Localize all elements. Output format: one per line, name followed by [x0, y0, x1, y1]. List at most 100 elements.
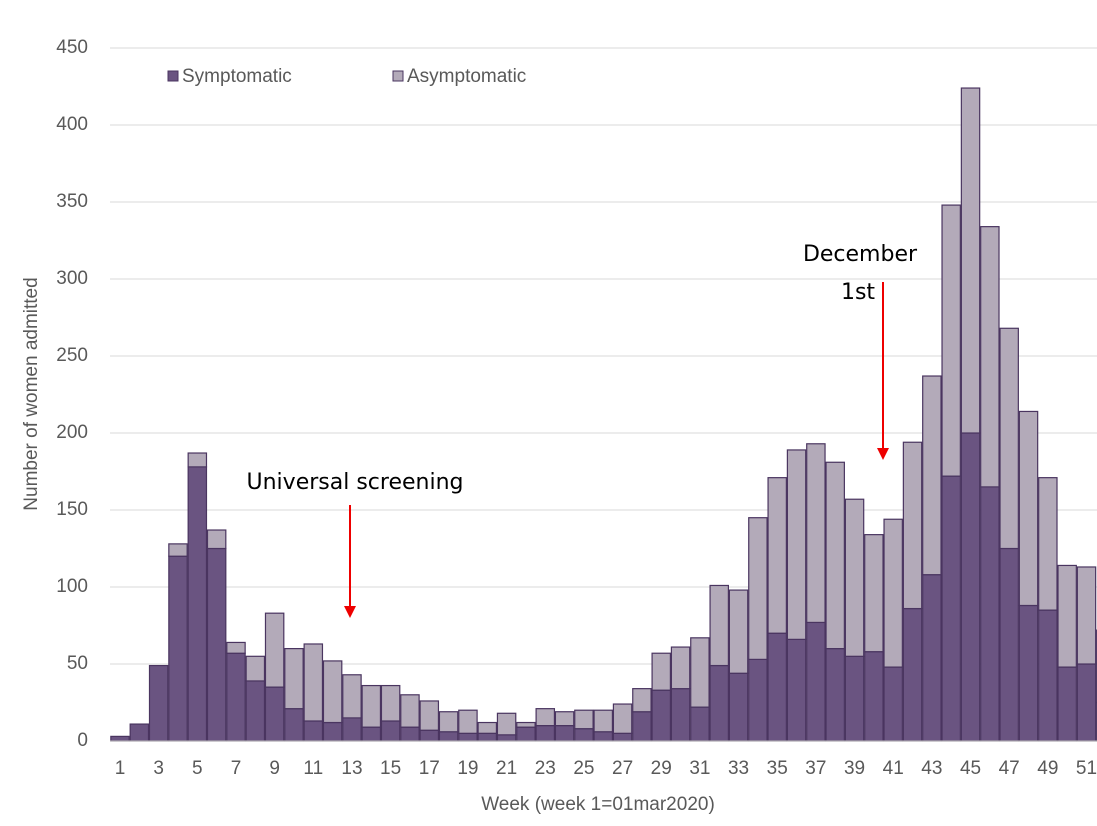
- bar-segment: [961, 88, 979, 433]
- bar-segment: [459, 710, 477, 733]
- x-tick-label: 23: [535, 758, 556, 779]
- bar-segment: [555, 726, 573, 741]
- bar-segment: [903, 609, 921, 741]
- x-tick-label: 21: [496, 758, 517, 779]
- bar-segment: [923, 376, 941, 575]
- bar-segment: [1058, 565, 1076, 667]
- bar-segment: [227, 653, 245, 741]
- bar-segment: [787, 450, 805, 639]
- x-tick-label: 9: [269, 758, 280, 779]
- bar-segment: [497, 713, 515, 735]
- bar-segment: [304, 721, 322, 741]
- bar-segment: [749, 659, 767, 741]
- y-tick-label: 50: [67, 653, 88, 674]
- bar-segment: [459, 733, 477, 741]
- x-axis-label: Week (week 1=01mar2020): [481, 794, 715, 815]
- bar-segment: [1000, 549, 1018, 742]
- x-tick-label: 27: [612, 758, 633, 779]
- bar-segment: [1058, 667, 1076, 741]
- bar-segment: [942, 476, 960, 741]
- bar-segment: [381, 721, 399, 741]
- bar-segment: [594, 732, 612, 741]
- annotation: 1st: [841, 280, 875, 305]
- bar-segment: [923, 575, 941, 741]
- legend-label: Symptomatic: [182, 66, 292, 87]
- bar-segment: [575, 729, 593, 741]
- x-tick-label: 19: [457, 758, 478, 779]
- arrow-head: [877, 448, 889, 460]
- x-tick-label: 45: [960, 758, 981, 779]
- x-tick-label: 47: [999, 758, 1020, 779]
- bar-segment: [575, 710, 593, 728]
- bar-segment: [497, 735, 515, 741]
- bar-segment: [207, 530, 225, 548]
- bar-segment: [188, 453, 206, 467]
- bar-segment: [401, 695, 419, 727]
- bar-segment: [845, 499, 863, 656]
- y-tick-label: 0: [77, 730, 88, 751]
- bar-segment: [420, 730, 438, 741]
- legend-label: Asymptomatic: [407, 66, 526, 87]
- y-tick-label: 450: [56, 37, 88, 58]
- bar-segment: [111, 736, 129, 741]
- bar-segment: [865, 535, 883, 652]
- bar-segment: [787, 639, 805, 741]
- y-tick-label: 250: [56, 345, 88, 366]
- x-tick-label: 7: [231, 758, 242, 779]
- bar-segment: [652, 690, 670, 741]
- bar-segment: [691, 707, 709, 741]
- bar-segment: [207, 549, 225, 742]
- bar-segment: [1019, 605, 1037, 741]
- bar-segment: [381, 686, 399, 721]
- bar-segment: [1077, 664, 1095, 741]
- bar-segment: [652, 653, 670, 690]
- bar-segment: [594, 710, 612, 732]
- arrow-head: [344, 606, 356, 618]
- bar-segment: [613, 733, 631, 741]
- bar-segment: [555, 712, 573, 726]
- x-tick-label: 13: [341, 758, 362, 779]
- x-tick-label: 41: [883, 758, 904, 779]
- bar-segment: [420, 701, 438, 730]
- bar-segment: [536, 709, 554, 726]
- bar-segment: [749, 518, 767, 660]
- bar-segment: [246, 681, 264, 741]
- bar-segment: [285, 649, 303, 709]
- bar-segment: [169, 544, 187, 556]
- bar-segment: [884, 519, 902, 667]
- x-tick-label: 1: [115, 758, 126, 779]
- bar-segment: [633, 712, 651, 741]
- bar-segment: [517, 723, 535, 728]
- annotation: Universal screening: [247, 470, 464, 495]
- x-tick-label: 49: [1037, 758, 1058, 779]
- bar-segment: [304, 644, 322, 721]
- bar-segment: [343, 675, 361, 718]
- x-tick-label: 15: [380, 758, 401, 779]
- x-tick-label: 17: [419, 758, 440, 779]
- bar-segment: [807, 622, 825, 741]
- legend-swatch: [393, 71, 403, 81]
- bar-segment: [826, 649, 844, 741]
- x-tick-label: 37: [805, 758, 826, 779]
- x-tick-label: 33: [728, 758, 749, 779]
- x-tick-label: 31: [689, 758, 710, 779]
- bar-segment: [613, 704, 631, 733]
- x-tick-label: 25: [573, 758, 594, 779]
- bar-segment: [1019, 411, 1037, 605]
- bar-segment: [517, 727, 535, 741]
- bar-segment: [768, 633, 786, 741]
- bar-segment: [807, 444, 825, 623]
- y-tick-label: 400: [56, 114, 88, 135]
- bar-segment: [903, 442, 921, 608]
- y-axis-label: Number of women admitted: [21, 277, 42, 510]
- bar-segment: [981, 227, 999, 487]
- y-tick-label: 350: [56, 191, 88, 212]
- bar-segment: [691, 638, 709, 707]
- bar-segment: [227, 642, 245, 653]
- bar-segment: [671, 689, 689, 741]
- bar-segment: [401, 727, 419, 741]
- x-tick-label: 11: [303, 758, 323, 779]
- bar-segment: [246, 656, 264, 681]
- bar-segment: [343, 718, 361, 741]
